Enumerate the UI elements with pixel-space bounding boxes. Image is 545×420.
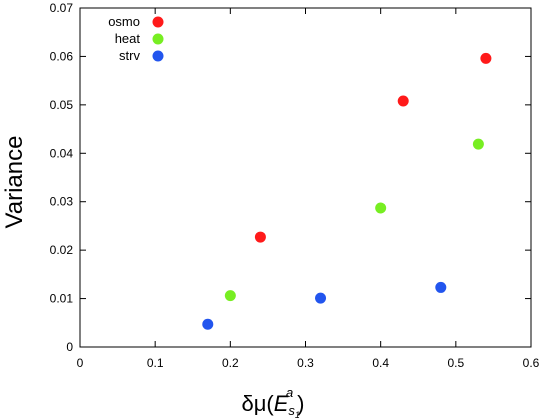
legend: osmo heat strv bbox=[108, 14, 164, 63]
point-heat bbox=[224, 290, 236, 302]
x-axis-title-close: ) bbox=[297, 391, 304, 416]
point-strv bbox=[202, 318, 214, 330]
point-osmo bbox=[397, 95, 409, 107]
y-tick-label: 0.06 bbox=[50, 49, 74, 63]
y-tick-label: 0.04 bbox=[50, 146, 74, 160]
x-axis-title-sub: s bbox=[288, 403, 295, 418]
point-strv bbox=[435, 281, 447, 293]
x-tick-label: 0.5 bbox=[447, 356, 464, 370]
x-axis-title-subsub: 1 bbox=[295, 410, 300, 420]
x-axis-title: δμ(Es1a) bbox=[241, 385, 304, 420]
legend-marker-heat bbox=[152, 33, 164, 45]
point-heat bbox=[472, 138, 484, 150]
y-tick-label: 0 bbox=[66, 340, 73, 354]
y-tick-label: 0.02 bbox=[50, 243, 74, 257]
axis-ticks: 0 0.1 0.2 0.3 0.4 0.5 0.6 0 0.01 0.02 0.03 0.04 0.05… bbox=[50, 1, 540, 370]
legend-marker-osmo bbox=[152, 16, 164, 28]
x-tick-label: 0.3 bbox=[297, 356, 314, 370]
x-tick-label: 0.4 bbox=[372, 356, 389, 370]
x-tick-label: 0 bbox=[77, 356, 84, 370]
x-tick-label: 0.6 bbox=[523, 356, 540, 370]
x-axis-title-main: δμ( bbox=[241, 391, 274, 416]
x-tick-label: 0.1 bbox=[147, 356, 164, 370]
data-points bbox=[202, 52, 492, 330]
point-strv bbox=[315, 292, 327, 304]
plot-frame bbox=[79, 7, 532, 348]
legend-label-heat: heat bbox=[115, 31, 141, 46]
y-axis-title: Variance bbox=[1, 136, 28, 229]
x-tick-label: 0.2 bbox=[222, 356, 239, 370]
x-axis-title-sup: a bbox=[286, 385, 293, 400]
y-tick-label: 0.03 bbox=[50, 195, 74, 209]
x-axis-title-e: E bbox=[274, 391, 289, 416]
legend-label-osmo: osmo bbox=[108, 14, 140, 29]
legend-label-strv: strv bbox=[119, 48, 140, 63]
point-osmo bbox=[480, 52, 492, 64]
y-tick-label: 0.07 bbox=[50, 1, 74, 15]
y-tick-label: 0.01 bbox=[50, 292, 74, 306]
point-osmo bbox=[254, 231, 266, 243]
point-heat bbox=[375, 202, 387, 214]
y-tick-label: 0.05 bbox=[50, 98, 74, 112]
legend-marker-strv bbox=[152, 50, 164, 62]
